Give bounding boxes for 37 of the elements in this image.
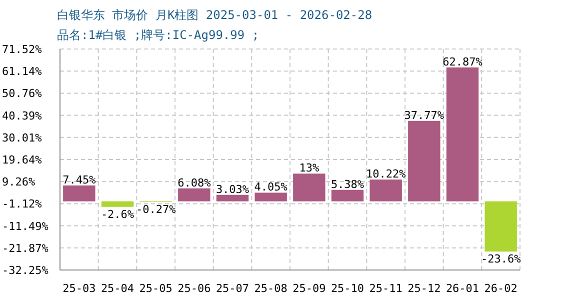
xtick: 25-07: [216, 282, 250, 295]
xtick: 25-09: [292, 282, 326, 295]
value-label: 13%: [299, 162, 320, 175]
xtick: 25-12: [408, 282, 441, 295]
ytick: 40.39%: [2, 109, 42, 122]
value-label: 5.38%: [330, 178, 364, 191]
value-label: 37.77%: [404, 108, 444, 122]
ytick: 9.26%: [2, 176, 36, 189]
ytick: -32.25%: [2, 264, 48, 277]
value-label: -0.27%: [136, 202, 176, 216]
ytick: 30.01%: [2, 131, 42, 144]
ytick: 61.14%: [2, 65, 42, 78]
value-label: 62.87%: [442, 55, 482, 68]
xtick: 25-10: [330, 282, 364, 295]
value-label: 10.22%: [366, 168, 406, 181]
xtick: 25-03: [62, 282, 96, 295]
value-label: 4.05%: [254, 180, 288, 194]
subtitle: 品名:1#白银 ;牌号:IC-Ag99.99 ;: [57, 28, 260, 42]
ytick: -11.49%: [2, 220, 48, 233]
xtick: 25-06: [178, 282, 211, 295]
ytick: 50.76%: [2, 87, 42, 100]
xtick: 26-01: [446, 282, 480, 295]
ytick: -1.12%: [2, 198, 42, 211]
title: 白银华东 市场价 月K柱图 2025-03-01 - 2026-02-28: [57, 8, 372, 22]
xtick: 25-08: [254, 282, 288, 295]
value-label: 6.08%: [178, 176, 211, 190]
value-label: 3.03%: [216, 182, 250, 196]
ytick: 19.64%: [2, 154, 42, 166]
ytick: -21.87%: [2, 242, 48, 255]
ytick: 71.52%: [2, 43, 42, 56]
xtick: 25-05: [139, 282, 172, 295]
xtick: 25-04: [100, 282, 134, 295]
xtick: 25-11: [369, 282, 402, 295]
xtick: 26-02: [484, 282, 518, 295]
value-label: 7.45%: [62, 173, 96, 186]
value-label: -2.6%: [100, 208, 134, 221]
value-label: -23.6%: [480, 252, 521, 266]
